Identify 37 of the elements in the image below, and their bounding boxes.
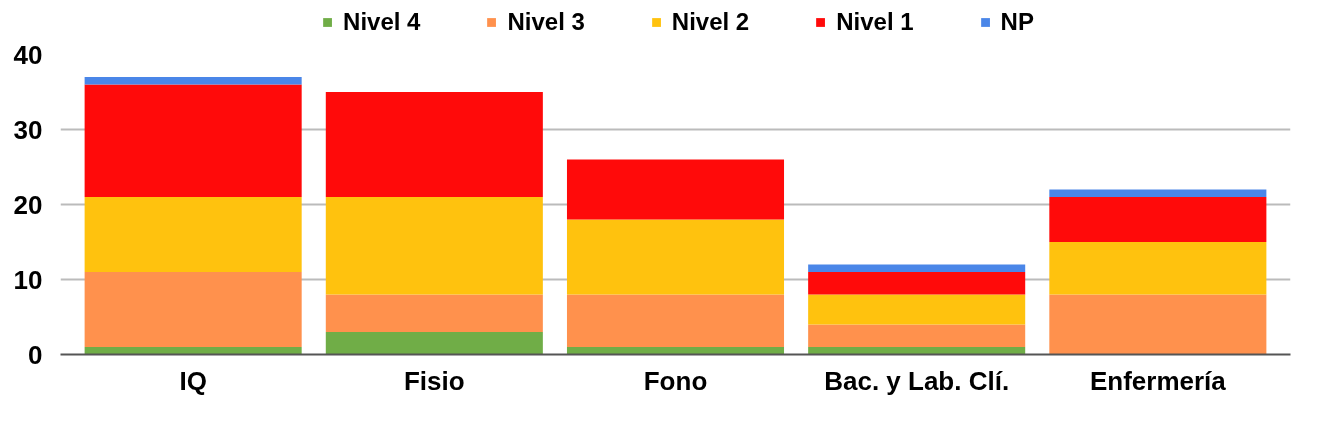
x-tick-label: Enfermería	[1089, 365, 1227, 396]
bar	[325, 332, 543, 355]
bar	[808, 294, 1026, 325]
y-tick-label: 20	[13, 189, 43, 220]
x-tick-label: Bac. y Lab. Clí.	[824, 365, 1010, 396]
bar	[325, 294, 543, 332]
bar	[1049, 189, 1267, 197]
y-tick-label: 30	[13, 114, 43, 145]
legend-label: NP	[1000, 8, 1034, 36]
bar	[1049, 242, 1267, 295]
bar	[1049, 197, 1267, 242]
bar	[808, 264, 1026, 272]
y-tick-label: 0	[28, 339, 43, 370]
bar	[808, 272, 1026, 295]
bar	[84, 77, 302, 85]
x-tick-label: Fono	[643, 365, 708, 396]
bar	[325, 92, 543, 197]
bar	[84, 347, 302, 355]
legend-label: Nivel 2	[671, 8, 750, 36]
bar	[84, 197, 302, 272]
bar	[566, 219, 785, 295]
bar	[84, 84, 302, 197]
bar	[325, 197, 543, 295]
y-tick-label: 40	[13, 39, 43, 70]
bar	[1049, 294, 1267, 355]
bar	[808, 347, 1026, 355]
x-tick-label: Fisio	[403, 365, 465, 396]
bar	[566, 347, 785, 355]
legend-label: Nivel 3	[507, 8, 585, 36]
bar	[84, 272, 302, 347]
legend-label: Nivel 1	[836, 8, 914, 36]
bar	[808, 324, 1026, 347]
y-tick-label: 10	[13, 264, 43, 295]
x-tick-label: IQ	[179, 365, 207, 396]
legend-label: Nivel 4	[343, 8, 421, 36]
bar	[566, 159, 785, 220]
bar	[566, 294, 785, 347]
